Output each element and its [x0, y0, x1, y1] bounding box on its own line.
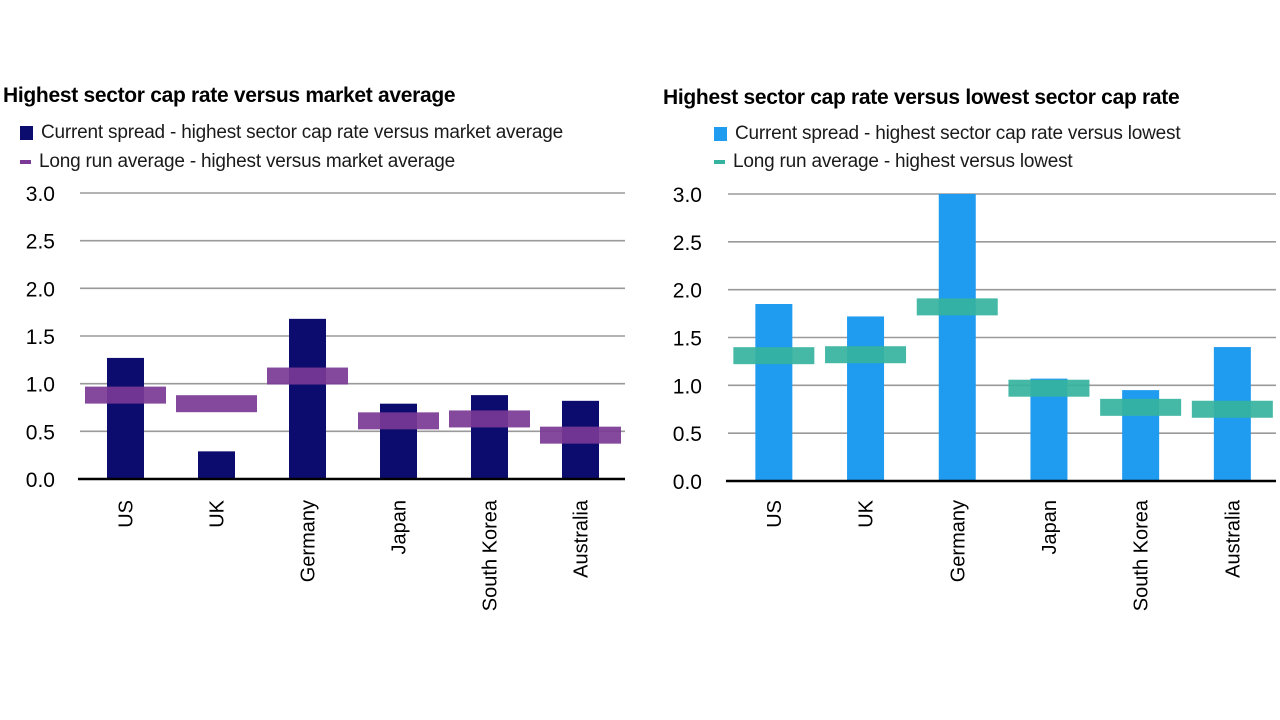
right-legend-bar-label: Current spread - highest sector cap rate… [735, 123, 1181, 144]
left-category-label: South Korea [480, 499, 502, 611]
left-y-tick-label: 2.0 [26, 278, 55, 301]
left-category-label: Germany [298, 500, 320, 582]
left-y-tick-label: 2.5 [26, 231, 55, 254]
right-average-marker [1100, 398, 1182, 416]
left-chart-title: Highest sector cap rate versus market av… [3, 84, 456, 107]
left-y-tick-label: 0.5 [26, 421, 55, 444]
right-y-tick-label: 2.5 [673, 232, 702, 255]
left-category-label: Australia [571, 499, 593, 578]
right-average-marker [1008, 379, 1090, 397]
left-legend-bar-swatch [20, 126, 33, 140]
right-average-marker [916, 298, 998, 316]
right-average-marker [1191, 400, 1273, 418]
left-average-marker [267, 367, 348, 385]
left-legend-marker-swatch [20, 160, 31, 164]
left-chart-plot: 3.0 2.5 2.0 1.5 1.0 0.5 0.0 US UK Germany Japan Sou… [26, 183, 625, 611]
right-category-label: UK [856, 499, 878, 527]
left-average-marker [358, 412, 439, 430]
left-legend-bar-entry: Current spread - highest sector cap rate… [20, 122, 563, 144]
right-legend-marker-label: Long run average - highest versus lowest [733, 151, 1073, 172]
right-legend-marker-entry: Long run average - highest versus lowest [714, 151, 1073, 173]
right-y-tick-label: 1.0 [673, 375, 702, 398]
right-average-marker [825, 346, 907, 364]
right-legend-bar-entry: Current spread - highest sector cap rate… [714, 123, 1181, 145]
right-category-label: US [764, 500, 786, 528]
left-average-marker [540, 426, 621, 444]
left-category-label: Japan [389, 500, 411, 555]
right-chart-plot: 3.0 2.5 2.0 1.5 1.0 0.5 0.0 US UK Germany Japan Sou… [673, 184, 1276, 611]
left-average-marker [85, 386, 166, 404]
right-bar [938, 194, 976, 481]
left-bar [471, 395, 508, 479]
left-bar [289, 318, 326, 479]
figure-panel [0, 80, 1280, 640]
right-y-tick-label: 0.5 [673, 423, 702, 446]
left-bar [107, 357, 144, 479]
right-y-tick-label: 2.0 [673, 280, 702, 303]
left-y-tick-label: 3.0 [26, 183, 55, 206]
left-y-tick-label: 1.5 [26, 326, 55, 349]
left-legend-marker-label: Long run average - highest versus market… [39, 151, 456, 172]
right-y-tick-label: 3.0 [673, 184, 702, 207]
right-category-label: Japan [1039, 500, 1061, 555]
left-legend-bar-label: Current spread - highest sector cap rate… [41, 122, 563, 143]
left-category-label: US [116, 500, 138, 528]
left-average-marker [176, 395, 257, 413]
right-bar [847, 316, 885, 481]
left-y-tick-label: 1.0 [26, 374, 55, 397]
right-legend-bar-swatch [714, 127, 727, 141]
right-category-label: Germany [947, 500, 969, 582]
left-legend-marker-entry: Long run average - highest versus market… [20, 151, 455, 173]
left-category-label: UK [207, 499, 229, 527]
left-average-marker [449, 410, 530, 428]
right-y-tick-label: 1.5 [673, 328, 702, 351]
left-bar [198, 451, 235, 479]
right-chart-title: Highest sector cap rate versus lowest se… [663, 86, 1180, 109]
right-category-label: Australia [1222, 499, 1244, 578]
right-legend-marker-swatch [714, 160, 725, 164]
right-category-label: South Korea [1131, 499, 1153, 611]
right-bar [755, 304, 793, 481]
right-average-marker [733, 347, 815, 365]
left-y-tick-label: 0.0 [26, 469, 55, 492]
right-y-tick-label: 0.0 [673, 471, 702, 494]
